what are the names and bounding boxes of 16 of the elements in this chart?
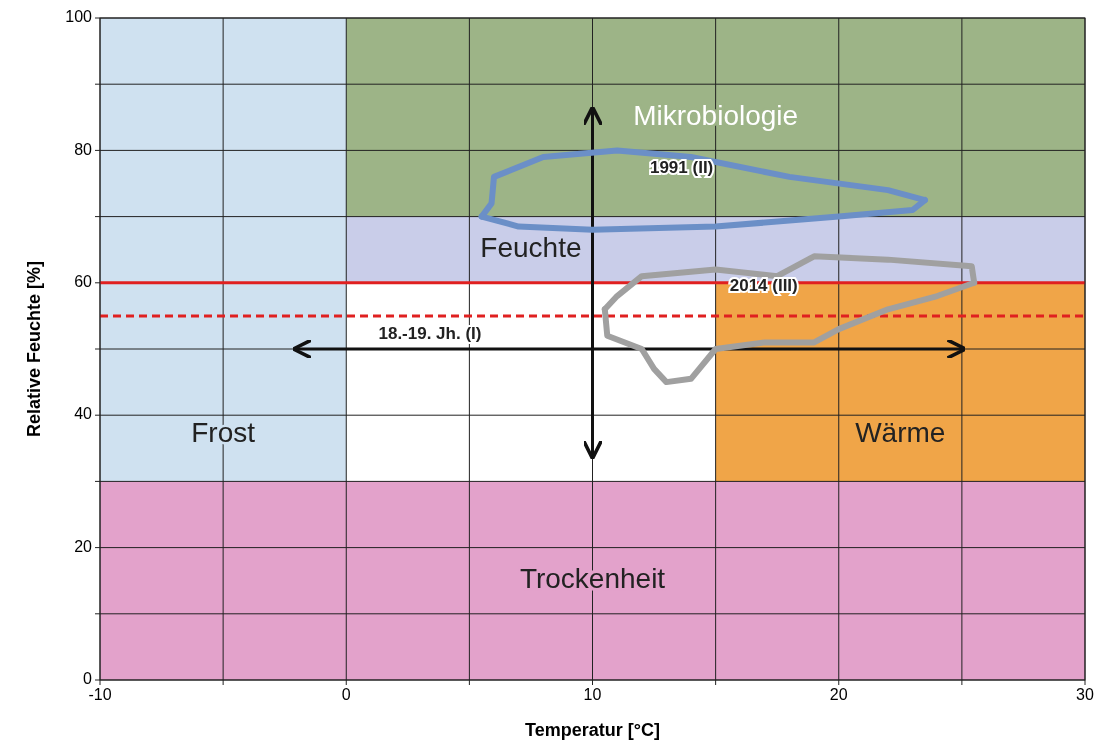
y-tick-label: 100 <box>65 8 93 26</box>
y-axis-title: Relative Feuchte [%] <box>24 260 44 438</box>
x-axis-title: Temperatur [°C] <box>525 720 660 740</box>
x-tick-label: 30 <box>1076 686 1094 703</box>
band-label: Feuchte <box>480 232 582 264</box>
y-tick-label: 80 <box>74 140 93 158</box>
band-label: Wärme <box>855 417 946 449</box>
x-tick-label: 0 <box>341 686 351 703</box>
series-label: 1991 (II) <box>649 157 714 177</box>
x-tick-label: 20 <box>829 686 848 703</box>
y-tick-label: 40 <box>74 405 93 423</box>
y-tick-label: 0 <box>83 670 93 688</box>
x-tick-label: -10 <box>88 686 112 703</box>
x-tick-label: 10 <box>583 686 602 703</box>
y-tick-label: 20 <box>74 537 93 555</box>
y-tick-label: 60 <box>74 273 93 291</box>
